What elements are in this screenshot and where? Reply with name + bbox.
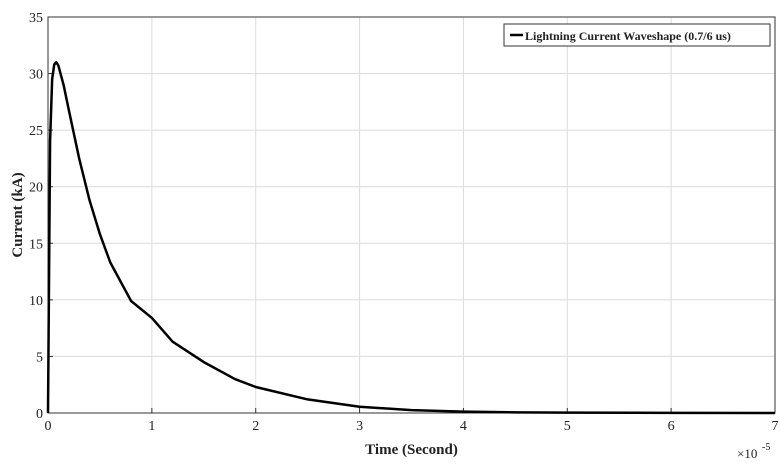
x-axis-exponent: ×10 -5 xyxy=(737,442,770,461)
plot-frame xyxy=(47,16,776,414)
series-group xyxy=(46,61,776,415)
x-tick-label: 4 xyxy=(460,419,467,434)
grid-lines xyxy=(48,17,775,413)
y-tick-label: 15 xyxy=(29,237,43,252)
x-exponent-power: -5 xyxy=(762,442,770,453)
axis-ticks: 0 1 2 3 4 5 6 7 0 5 10 15 20 25 30 35 xyxy=(29,11,779,434)
x-tick-label: 3 xyxy=(356,419,363,434)
x-tick-label: 5 xyxy=(564,419,571,434)
x-tick-label: 1 xyxy=(148,419,155,434)
x-axis-label: Time (Second) xyxy=(365,442,458,458)
y-tick-label: 20 xyxy=(29,181,43,196)
x-tick-label: 6 xyxy=(668,419,675,434)
y-tick-label: 10 xyxy=(29,294,43,309)
x-tick-label: 7 xyxy=(772,419,779,434)
series-line xyxy=(46,61,776,415)
y-tick-label: 5 xyxy=(36,350,43,365)
legend-box xyxy=(503,23,771,47)
x-tick-label: 0 xyxy=(45,419,52,434)
y-tick-label: 30 xyxy=(29,68,43,83)
legend: Lightning Current Waveshape (0.7/6 us) xyxy=(503,23,771,47)
x-exponent-base: ×10 xyxy=(737,446,757,461)
y-axis-label: Current (kA) xyxy=(10,172,26,257)
y-tick-label: 25 xyxy=(29,124,43,139)
x-tick-label: 2 xyxy=(252,419,259,434)
legend-label: Lightning Current Waveshape (0.7/6 us) xyxy=(525,29,731,43)
y-tick-label: 0 xyxy=(36,407,43,422)
y-tick-label: 35 xyxy=(29,11,43,26)
